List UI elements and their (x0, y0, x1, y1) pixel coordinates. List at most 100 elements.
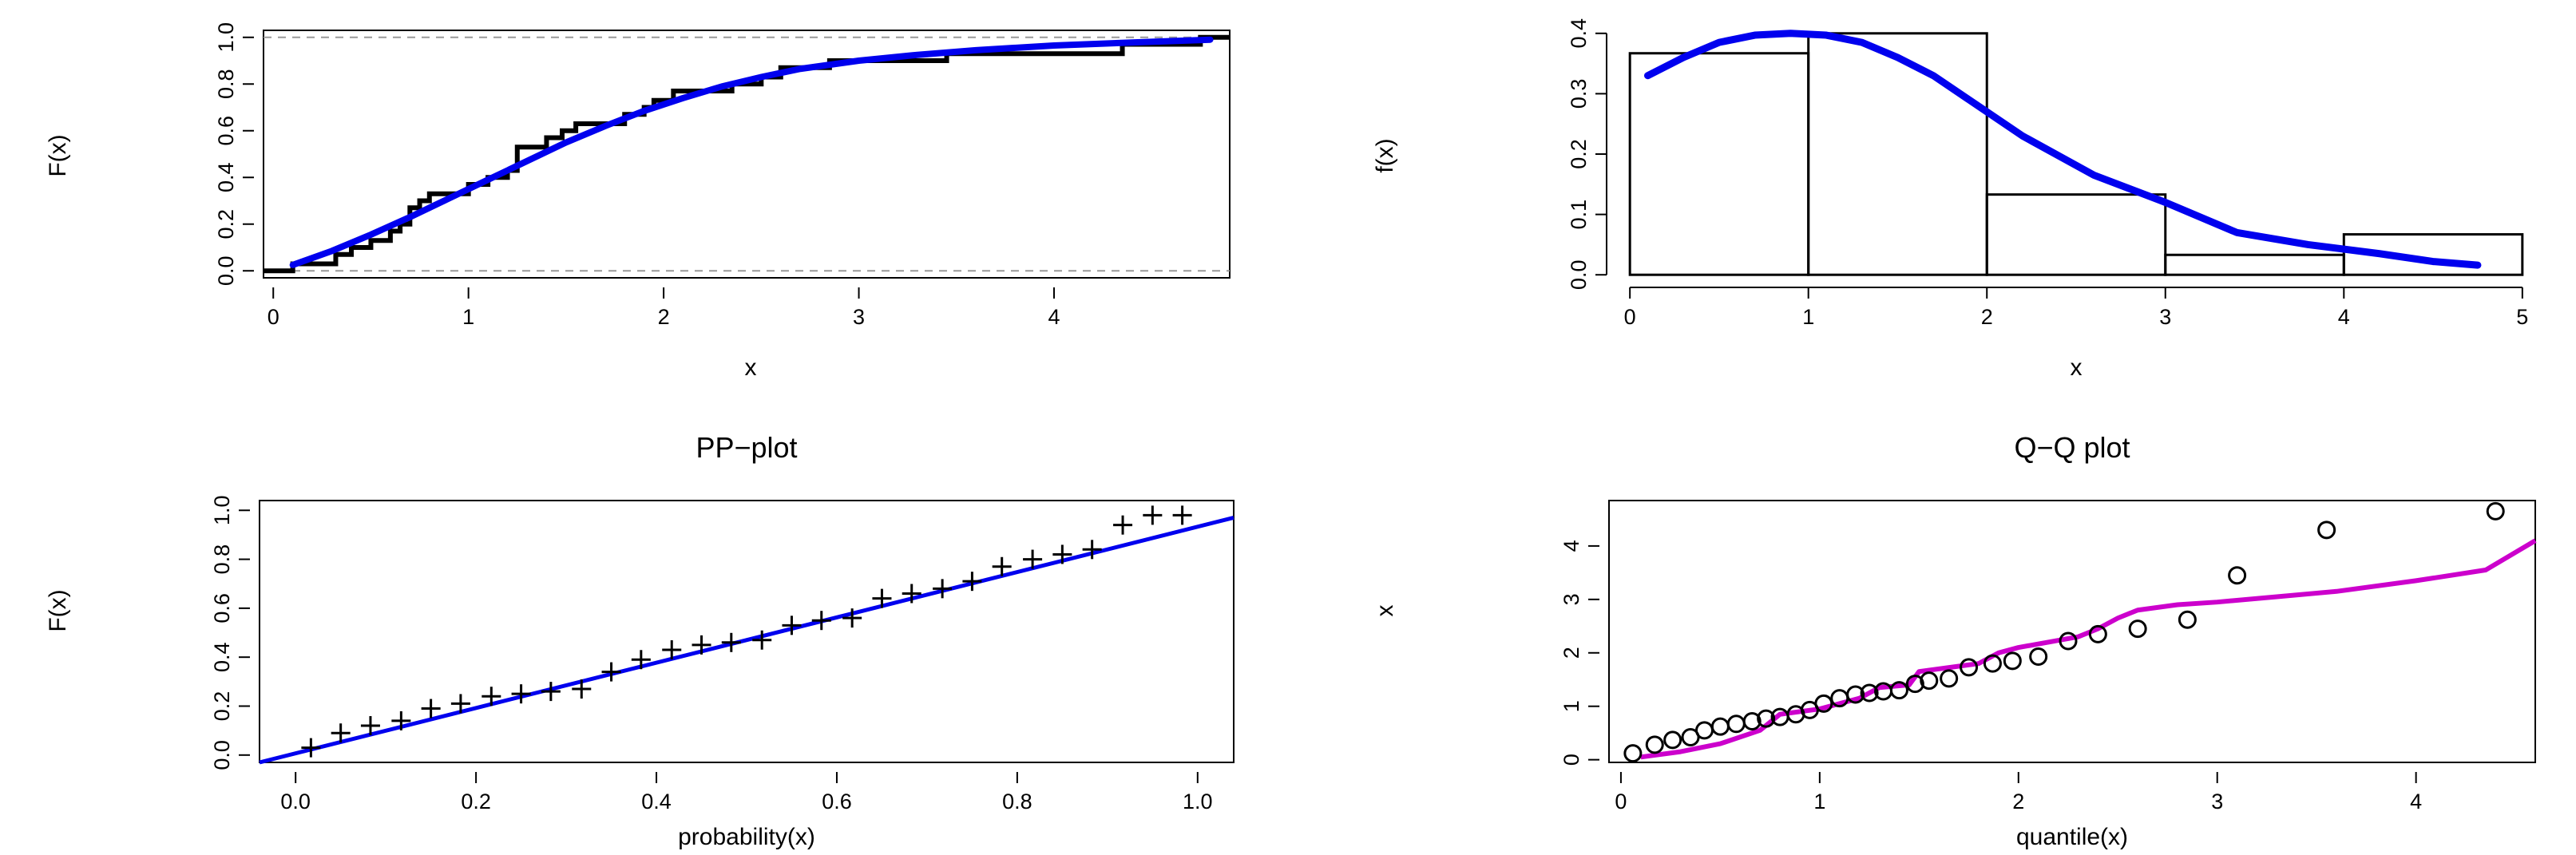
pp-point (872, 588, 892, 608)
x-tick-label: 1 (462, 305, 474, 329)
pp-point (752, 630, 772, 650)
fitted-cdf-line (289, 36, 1214, 268)
x-tick-label: 0.0 (280, 790, 311, 813)
y-tick-label: 0.0 (210, 740, 234, 770)
pp-point (1023, 549, 1043, 569)
y-tick-label: 0.2 (214, 209, 238, 239)
qq-point (2029, 647, 2048, 666)
panel-title: Q−Q plot (2014, 431, 2130, 464)
x-tick-label: 2 (658, 305, 670, 329)
x-axis-label: x (745, 354, 757, 381)
pp-plot-panel: PP−plot probability(x) F(x) 0.0 0.2 0.4 0.6… (45, 431, 1234, 850)
pp-point (601, 662, 621, 682)
pp-point (811, 611, 831, 631)
x-tick-label: 4 (2410, 790, 2422, 813)
plot-frame (1608, 500, 2536, 763)
pp-point (992, 556, 1012, 576)
x-axis: 0.0 0.2 0.4 0.6 0.8 1.0 (280, 772, 1213, 813)
qq-point (1960, 658, 1979, 677)
pp-point (721, 632, 741, 652)
y-axis-label: x (1372, 605, 1398, 617)
x-tick-label: 1 (1813, 790, 1825, 813)
y-axis-label: f(x) (1372, 138, 1398, 172)
y-tick-label: 0.8 (214, 69, 238, 99)
qq-point (1889, 681, 1908, 700)
qq-point (2003, 651, 2022, 671)
pp-point (1113, 515, 1133, 535)
y-tick-label: 0.4 (214, 162, 238, 192)
qq-point (1814, 694, 1833, 713)
x-axis-label: x (2071, 354, 2083, 381)
pp-point (360, 716, 380, 736)
pp-point (1082, 540, 1102, 560)
x-tick-label: 1 (1802, 305, 1814, 329)
qq-point (1663, 730, 1682, 750)
x-tick-label: 0.4 (641, 790, 672, 813)
y-tick-label: 2 (1559, 647, 1583, 659)
x-tick-label: 2 (1981, 305, 1993, 329)
x-tick-label: 0.6 (822, 790, 852, 813)
pp-point (450, 694, 470, 714)
x-tick-label: 1.0 (1183, 790, 1213, 813)
qq-point (1726, 714, 1746, 734)
histogram-bar (2164, 253, 2345, 276)
qq-point (2128, 619, 2147, 639)
y-tick-label: 1.0 (210, 495, 234, 525)
histogram-bar (2342, 233, 2524, 276)
x-tick-label: 0 (1624, 305, 1636, 329)
y-tick-label: 0.6 (214, 116, 238, 146)
pp-point (1143, 505, 1163, 525)
y-tick-label: 0.4 (210, 642, 234, 672)
y-tick-label: 1.0 (214, 22, 238, 53)
qq-point (1860, 683, 1879, 703)
qq-point (1846, 685, 1865, 704)
qq-point (1983, 654, 2002, 673)
qq-point (2317, 521, 2336, 540)
x-axis-label: quantile(x) (2016, 824, 2128, 850)
qq-point (1623, 744, 1643, 763)
histogram-bar (1628, 52, 1810, 276)
y-axis: 0 1 2 3 4 (1559, 540, 1599, 766)
pp-point (421, 699, 441, 718)
x-tick-label: 0 (1615, 790, 1627, 813)
x-axis: 0 1 2 3 4 (1615, 772, 2422, 813)
y-tick-label: 1 (1559, 700, 1583, 712)
qq-point (1710, 717, 1730, 736)
y-axis-label: F(x) (45, 134, 71, 176)
qq-point (2486, 501, 2505, 521)
qq-point (2088, 624, 2107, 643)
qq-point (1742, 711, 1762, 730)
density-curve (1644, 30, 2482, 269)
pp-point (1172, 505, 1192, 525)
qq-point (1645, 735, 1664, 754)
pp-point (511, 684, 531, 704)
x-tick-label: 3 (2211, 790, 2223, 813)
pp-point (331, 723, 351, 743)
qq-point (1940, 669, 1959, 688)
qq-point (2228, 566, 2247, 585)
x-tick-label: 0 (268, 305, 279, 329)
x-tick-label: 2 (2012, 790, 2024, 813)
plot-frame (263, 30, 1231, 279)
x-tick-label: 5 (2516, 305, 2528, 329)
pp-point (482, 687, 501, 707)
x-axis-label: probability(x) (678, 824, 815, 850)
y-axis: 0.0 0.1 0.2 0.3 0.4 (1567, 18, 1607, 290)
y-tick-label: 0.3 (1567, 79, 1591, 109)
y-axis: 0.0 0.2 0.4 0.6 0.8 1.0 (210, 495, 250, 770)
qq-plot-panel: Q−Q plot quantile(x) x 0 1 2 3 4 0 1 2 3 4 (1372, 431, 2537, 850)
qq-point (1694, 721, 1714, 740)
x-tick-label: 4 (1048, 305, 1060, 329)
x-tick-label: 3 (2159, 305, 2171, 329)
y-axis-label: F(x) (45, 589, 71, 631)
pp-point (391, 711, 411, 730)
ecdf-panel: x F(x) 0 1 2 3 4 0.0 0.2 0.4 0.6 0.8 1.0 (45, 22, 1231, 381)
y-tick-label: 0.6 (210, 593, 234, 623)
y-tick-label: 0 (1559, 754, 1583, 766)
qq-point (2059, 631, 2078, 651)
pp-point (662, 639, 682, 659)
histogram-bar (1807, 32, 1988, 276)
pp-point (782, 616, 802, 635)
panel-title: PP−plot (696, 431, 797, 464)
